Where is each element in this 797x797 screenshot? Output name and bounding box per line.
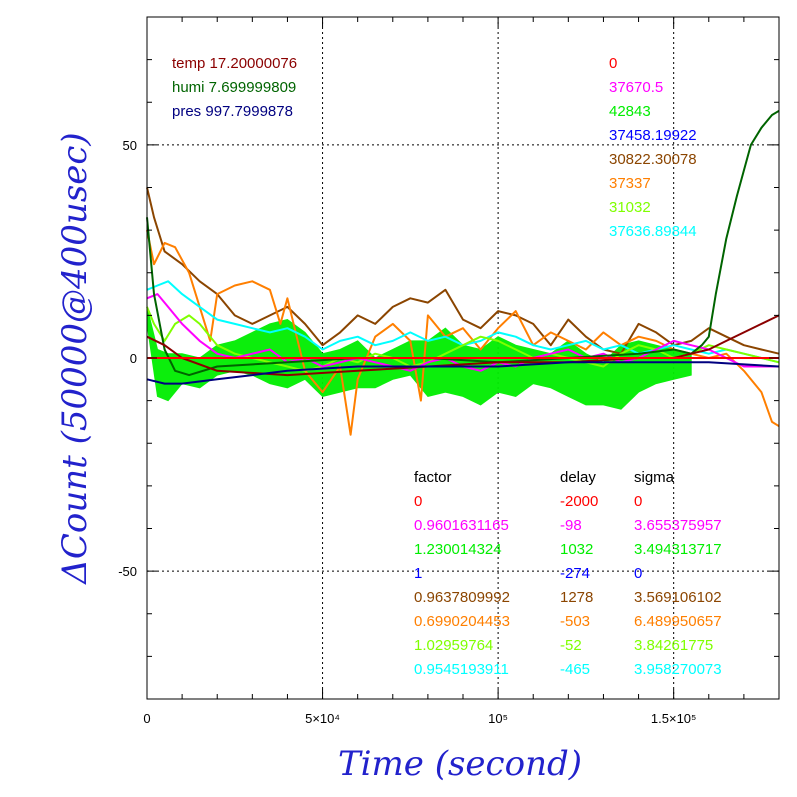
table-cell-sigma: 3.84261775 — [634, 637, 713, 654]
annotations: temp 17.20000076 humi 7.699999809 pres 997… — [172, 55, 722, 678]
env-legend-item: temp 17.20000076 — [172, 55, 297, 72]
table-cell-delay: -503 — [560, 613, 590, 630]
y-tick-label: -50 — [118, 564, 137, 579]
table-cell-factor: 0.9637809992 — [414, 589, 510, 606]
table-cell-sigma: 0 — [634, 493, 642, 510]
table-cell-delay: -52 — [560, 637, 582, 654]
table-header: delay — [560, 469, 596, 486]
table-cell-factor: 1.230014324 — [414, 541, 502, 558]
axis-ticks: 0 5×10⁴ 10⁵ 1.5×10⁵ 50 0 -50 — [118, 16, 780, 726]
series-line-3 — [146, 306, 780, 372]
table-cell-sigma: 6.489950657 — [634, 613, 722, 630]
series-line-2 — [146, 280, 780, 364]
table-cell-delay: -465 — [560, 661, 590, 678]
series-value-item: 37636.89844 — [609, 223, 697, 240]
table-cell-factor: 0.6990204453 — [414, 613, 510, 630]
series-line-7 — [146, 361, 780, 385]
table-cell-delay: 1032 — [560, 541, 593, 558]
series-lines — [146, 109, 780, 436]
table-header: sigma — [634, 469, 675, 486]
y-tick-label: 0 — [130, 351, 137, 366]
table-cell-factor: 1.02959764 — [414, 637, 493, 654]
x-tick-label: 5×10⁴ — [305, 711, 340, 726]
table-cell-sigma: 3.958270073 — [634, 661, 722, 678]
series-value-item: 37670.5 — [609, 79, 663, 96]
x-axis-title: Time (second) — [338, 744, 582, 784]
x-tick-label: 0 — [143, 711, 150, 726]
y-axis-title: ΔCount (50000@400usec) — [55, 132, 95, 585]
series-value-item: 37337 — [609, 175, 651, 192]
table-cell-sigma: 0 — [634, 565, 642, 582]
table-cell-delay: -274 — [560, 565, 590, 582]
y-tick-label: 50 — [123, 138, 137, 153]
table-cell-factor: 0 — [414, 493, 422, 510]
table-cell-factor: 1 — [414, 565, 422, 582]
table-cell-sigma: 3.569106102 — [634, 589, 722, 606]
table-cell-sigma: 3.494313717 — [634, 541, 722, 558]
x-tick-label: 1.5×10⁵ — [651, 711, 697, 726]
table-cell-sigma: 3.655375957 — [634, 517, 722, 534]
table-cell-factor: 0.9545193911 — [414, 661, 509, 678]
x-tick-label: 10⁵ — [488, 711, 508, 726]
table-cell-delay: -2000 — [560, 493, 598, 510]
series-value-item: 31032 — [609, 199, 651, 216]
series-value-item: 42843 — [609, 103, 651, 120]
series-value-item: 0 — [609, 55, 617, 72]
table-cell-factor: 0.9601631165 — [414, 517, 509, 534]
env-legend-item: pres 997.7999878 — [172, 103, 293, 120]
series-line-5 — [146, 109, 780, 377]
table-header: factor — [414, 469, 452, 486]
series-value-item: 30822.30078 — [609, 151, 697, 168]
table-cell-delay: -98 — [560, 517, 582, 534]
series-value-item: 37458.19922 — [609, 127, 697, 144]
table-cell-delay: 1278 — [560, 589, 593, 606]
env-legend-item: humi 7.699999809 — [172, 79, 296, 96]
